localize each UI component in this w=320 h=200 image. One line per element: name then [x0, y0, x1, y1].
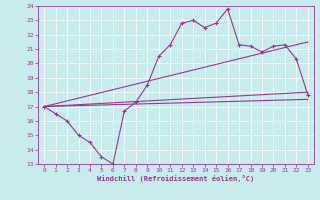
X-axis label: Windchill (Refroidissement éolien,°C): Windchill (Refroidissement éolien,°C): [97, 175, 255, 182]
